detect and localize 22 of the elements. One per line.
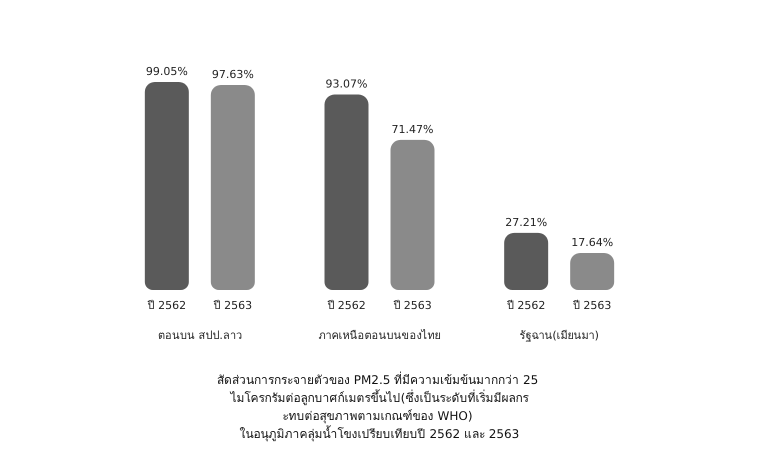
bar	[570, 252, 614, 290]
series-label: ปี 2562	[146, 299, 186, 312]
x-tick-label: ภาคเหนือตอนบนของไทย	[318, 329, 440, 342]
text: สัดส่วนการกระจายตัวของ PM2.5 ที่มีความเข้มข้นมากกว่า 25 ไมโครกรัมต่อลูกบาศก์เมตรขึ้นไป(ซึ่งเป็นระดับที่เริ่มมีผลกระทบต่อสุขภาพตามเกณฑ์ของ WHO) ในอนุภูมิภาคลุ่มน้ำโขงเปรียบเทียบปี 2562 และ 2563	[216, 371, 542, 442]
x-tick-label: ตอนบน สปป.ลาว	[158, 329, 242, 342]
data-label: 17.64%	[571, 236, 614, 249]
text: ปี 2563	[393, 299, 432, 312]
text: ปี 2563	[214, 299, 252, 312]
text: ปี 2562	[327, 299, 366, 312]
data-label: 93.07%	[326, 78, 368, 91]
data-label: 99.05%	[146, 64, 188, 78]
data-label: 97.63%	[212, 68, 254, 81]
bar	[324, 94, 368, 290]
data-label: 27.21%	[505, 216, 548, 229]
series-label: ปี 2563	[572, 299, 612, 312]
text: ปี 2562	[506, 299, 546, 312]
bar	[504, 232, 548, 290]
bar	[210, 84, 255, 290]
data-label: 71.47%	[392, 122, 434, 136]
x-tick-label: รัฐฉาน(เมียนมา)	[519, 329, 599, 342]
bar	[144, 82, 189, 290]
bar	[390, 140, 434, 290]
